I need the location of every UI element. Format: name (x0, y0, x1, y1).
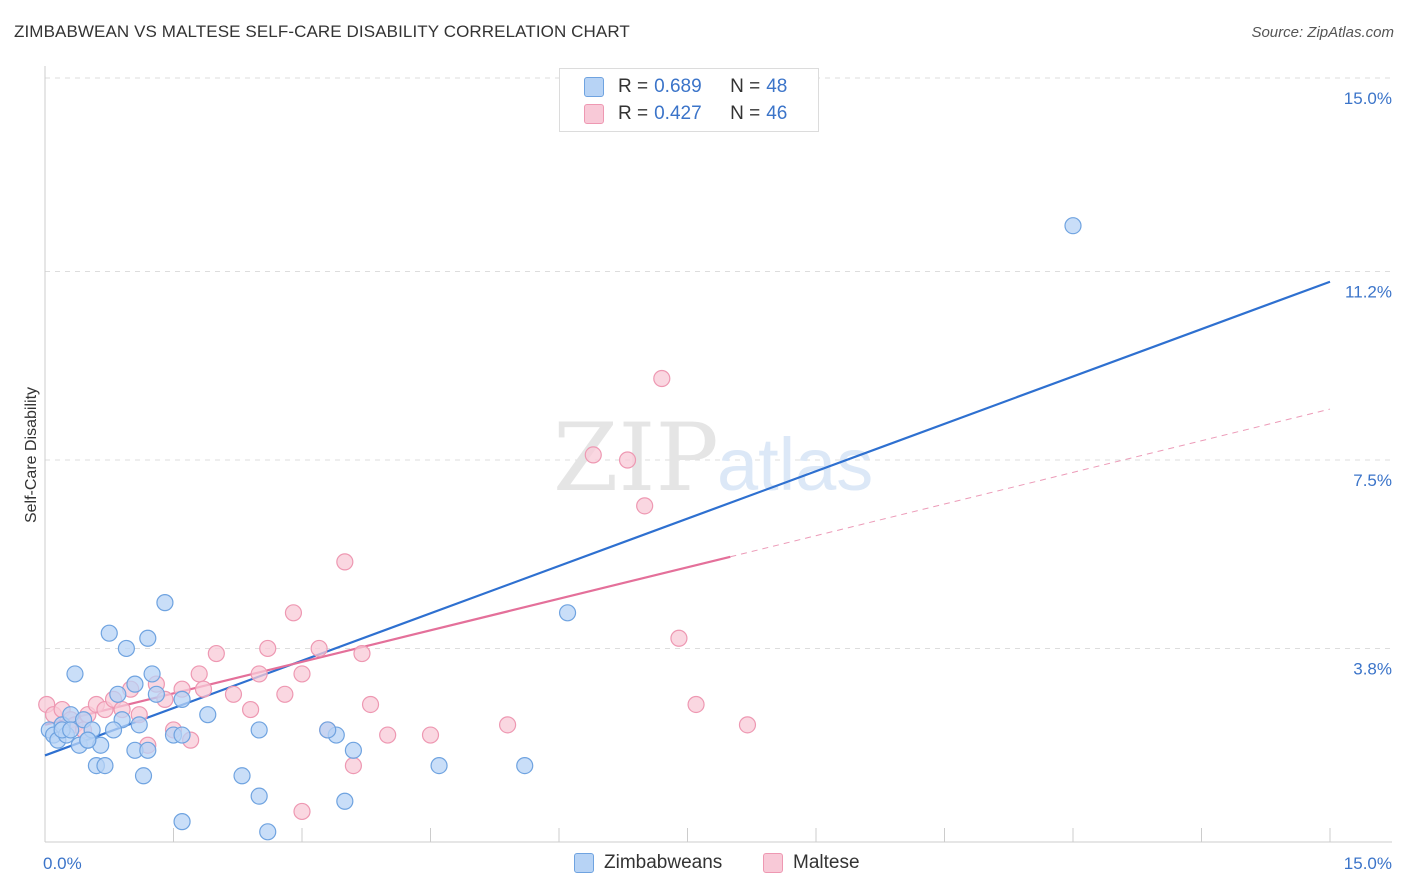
data-point-zimbabweans (134, 767, 153, 785)
legend-label: Zimbabweans (604, 852, 723, 873)
y-tick-label: 3.8% (1353, 659, 1392, 678)
r-value: 0.689 (654, 76, 702, 97)
data-point-zimbabweans (336, 792, 354, 810)
series-zimbabweans (40, 217, 1082, 841)
data-point-maltese (670, 629, 688, 647)
legend-row-maltese: R = 0.427 N = 46 (584, 101, 787, 127)
data-point-maltese (738, 716, 757, 734)
data-point-zimbabweans (233, 767, 251, 785)
data-point-maltese (293, 802, 311, 821)
data-point-zimbabweans (66, 665, 84, 683)
data-point-zimbabweans (100, 624, 118, 642)
data-point-maltese (336, 553, 354, 571)
watermark-atlas: atlas (717, 423, 873, 506)
trend-line-maltese-extension (730, 408, 1331, 558)
data-point-zimbabweans (96, 756, 114, 775)
grid-lines (45, 77, 1392, 649)
legend-row-zimbabweans: R = 0.689 N = 48 (584, 74, 787, 100)
source-label: Source: ZipAtlas.com (1251, 24, 1394, 41)
n-label: N = (730, 76, 761, 97)
correlation-legend: R = 0.689 N = 48 R = 0.427 N = 46 (559, 68, 819, 132)
data-point-maltese (293, 665, 311, 683)
legend-swatch-blue (584, 77, 604, 97)
data-point-zimbabweans (139, 741, 157, 759)
data-point-maltese (284, 604, 303, 622)
trend-line-zimbabweans (44, 280, 1331, 757)
data-point-zimbabweans (143, 665, 161, 683)
x-tick-label-min: 0.0% (43, 854, 82, 873)
data-point-zimbabweans (319, 721, 337, 739)
r-label: R = (618, 103, 649, 124)
legend-swatch-pink (763, 853, 783, 873)
data-point-zimbabweans (139, 629, 157, 647)
data-point-maltese (687, 695, 705, 714)
trend-lines (44, 280, 1331, 757)
data-point-zimbabweans (259, 823, 277, 841)
data-point-zimbabweans (130, 716, 148, 734)
chart-title: ZIMBABWEAN VS MALTESE SELF-CARE DISABILI… (14, 22, 630, 41)
data-point-maltese (242, 700, 260, 719)
legend-swatch-pink (584, 104, 604, 124)
data-point-maltese (207, 644, 225, 663)
legend-item-maltese[interactable]: Maltese (763, 852, 860, 874)
data-point-maltese (276, 685, 294, 703)
y-tick-label: 11.2% (1345, 283, 1392, 302)
data-point-maltese (259, 639, 277, 658)
y-tick-label: 7.5% (1353, 471, 1392, 490)
data-point-maltese (224, 685, 243, 703)
series-legend: Zimbabweans Maltese (0, 852, 1406, 878)
data-point-maltese (353, 644, 371, 663)
data-point-zimbabweans (173, 813, 191, 831)
data-point-maltese (499, 716, 517, 734)
data-point-zimbabweans (126, 675, 144, 693)
data-point-zimbabweans (62, 721, 80, 739)
data-point-zimbabweans (250, 721, 268, 739)
data-point-zimbabweans (344, 741, 362, 759)
y-tick-label: 15.0% (1344, 89, 1392, 108)
y-axis-label: Self-Care Disability (23, 387, 40, 523)
data-point-maltese (618, 451, 637, 469)
n-value: 46 (766, 103, 788, 124)
legend-swatch-blue (574, 853, 594, 873)
data-point-zimbabweans (79, 731, 97, 749)
x-tick-label-max: 15.0% (1344, 854, 1392, 873)
data-point-maltese (310, 639, 328, 658)
data-point-maltese (190, 665, 208, 683)
data-point-zimbabweans (199, 706, 217, 724)
data-point-maltese (194, 680, 213, 698)
data-point-maltese (584, 446, 602, 464)
data-point-maltese (653, 369, 671, 388)
data-point-zimbabweans (109, 685, 127, 703)
data-point-zimbabweans (1064, 217, 1082, 235)
n-value: 48 (766, 76, 788, 97)
n-label: N = (730, 103, 761, 124)
data-point-maltese (379, 726, 397, 744)
legend-label: Maltese (793, 852, 860, 873)
data-point-zimbabweans (516, 756, 534, 775)
data-point-zimbabweans (430, 756, 448, 775)
data-point-zimbabweans (173, 690, 191, 708)
data-point-zimbabweans (250, 787, 268, 805)
data-point-zimbabweans (117, 639, 135, 658)
data-point-zimbabweans (156, 594, 174, 612)
r-value: 0.427 (654, 103, 702, 124)
data-point-maltese (361, 695, 380, 714)
data-point-maltese (636, 497, 654, 515)
legend-item-zimbabweans[interactable]: Zimbabweans (574, 852, 722, 874)
data-point-maltese (250, 665, 268, 683)
data-point-zimbabweans (104, 721, 123, 739)
data-point-zimbabweans (147, 685, 165, 703)
data-point-zimbabweans (173, 726, 191, 744)
y-tick-labels: 3.8% 7.5% 11.2% 15.0% (1344, 89, 1392, 678)
x-tick-labels: 0.0% 15.0% (43, 854, 1392, 873)
data-point-maltese (421, 726, 440, 744)
r-label: R = (618, 76, 649, 97)
data-point-zimbabweans (558, 604, 577, 622)
data-point-maltese (344, 756, 362, 775)
